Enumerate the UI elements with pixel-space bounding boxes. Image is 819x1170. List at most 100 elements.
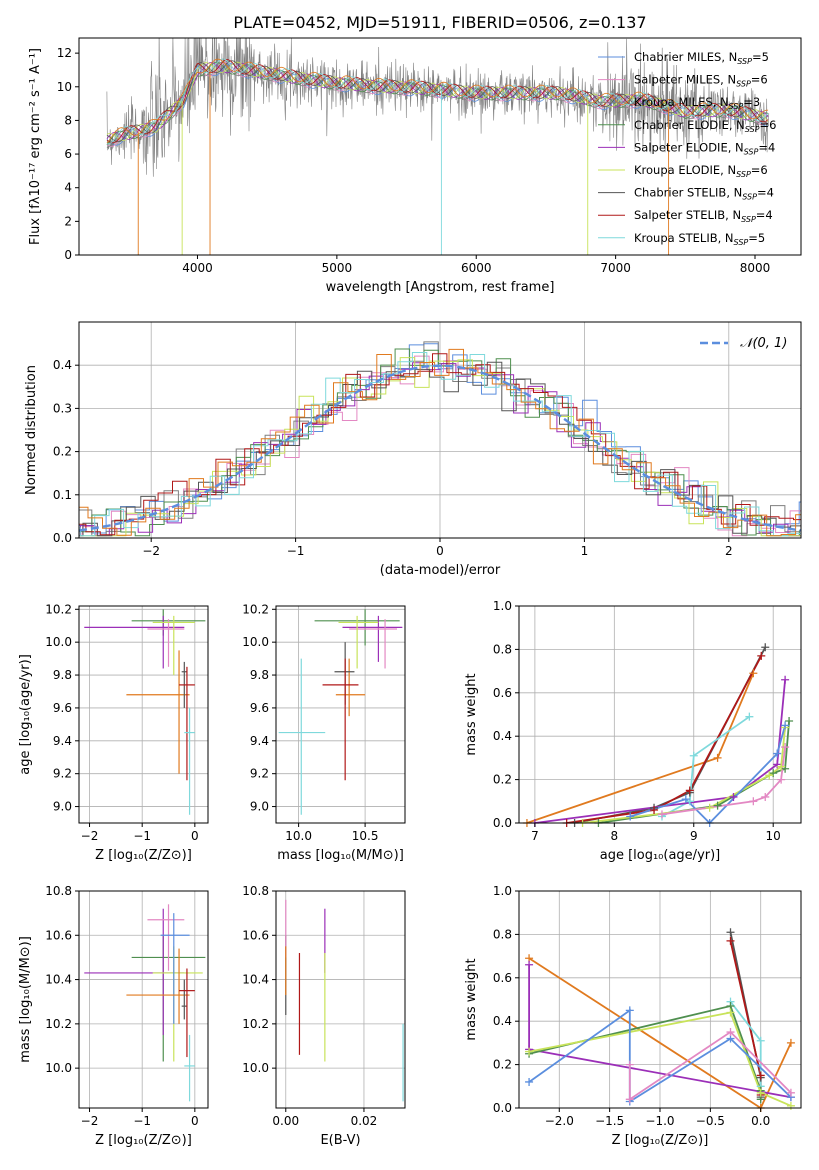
- weight-point: [625, 1006, 634, 1015]
- plot-area: [79, 341, 801, 537]
- plot-area: [84, 904, 206, 1102]
- residual-histogram: [79, 348, 801, 537]
- y-tick-label: 0.0: [493, 1101, 512, 1115]
- y-tick-label: 0.4: [493, 1014, 512, 1028]
- weight-series-line: [629, 725, 786, 823]
- y-tick-label: 10.4: [242, 973, 269, 987]
- legend-entry: Salpeter ELODIE, NSSP=4: [634, 140, 775, 156]
- weight-series-line: [534, 679, 786, 823]
- x-tick-label: 5000: [322, 261, 353, 275]
- model-spectrum-line: [106, 61, 769, 148]
- weight-point: [726, 936, 735, 945]
- y-tick-label: 0.0: [53, 531, 72, 545]
- residual-histogram: [79, 348, 801, 537]
- x-tick-label: −1: [287, 544, 305, 558]
- x-tick-label: 8000: [740, 261, 771, 275]
- y-tick-label: 9.6: [250, 701, 269, 715]
- y-tick-label: 0.2: [53, 445, 72, 459]
- weight-point: [681, 795, 690, 804]
- y-axis-label: mass weight: [464, 958, 479, 1040]
- x-tick-label: −1: [133, 829, 151, 843]
- y-tick-label: 4: [64, 181, 72, 195]
- weight-point: [689, 751, 698, 760]
- weight-point: [761, 792, 770, 801]
- weight-point: [726, 1008, 735, 1017]
- weight-point: [786, 1101, 795, 1110]
- x-tick-label: −2.0: [545, 1114, 574, 1128]
- y-tick-label: 0.3: [53, 401, 72, 415]
- weight-point: [525, 1077, 534, 1086]
- residual-histogram: [79, 361, 801, 537]
- y-tick-label: 9.6: [53, 701, 72, 715]
- axes-frame: [275, 890, 406, 1109]
- y-tick-label: 0.4: [53, 358, 72, 372]
- weight-point: [777, 762, 786, 771]
- x-tick-label: 8: [611, 829, 619, 843]
- x-axis-label: Z [log₁₀(Z/Z⊙)]: [95, 1133, 192, 1148]
- x-tick-label: −1.5: [595, 1114, 624, 1128]
- y-tick-label: 9.2: [53, 767, 72, 781]
- gaussian-curve: [79, 364, 801, 532]
- y-tick-label: 9.4: [250, 734, 269, 748]
- y-tick-label: 12: [57, 46, 72, 60]
- weight-point: [749, 669, 758, 678]
- x-tick-label: 1: [581, 544, 589, 558]
- y-tick-label: 9.8: [250, 668, 269, 682]
- x-tick-label: 7: [531, 829, 539, 843]
- x-tick-label: −2: [81, 1114, 99, 1128]
- plot-area: [278, 609, 403, 815]
- legend-entry: Chabrier STELIB, NSSP=4: [634, 186, 774, 202]
- weight-point: [773, 749, 782, 758]
- x-axis-label: wavelength [Angstrom, rest frame]: [326, 280, 555, 295]
- model-spectrum-line: [106, 59, 769, 144]
- y-tick-label: 0.1: [53, 488, 72, 502]
- x-tick-label: 4000: [182, 261, 213, 275]
- x-tick-label: 10: [766, 829, 781, 843]
- x-tick-label: 9: [690, 829, 698, 843]
- weight-point: [786, 1038, 795, 1047]
- weight-point: [781, 721, 790, 730]
- weight-point: [749, 797, 758, 806]
- y-tick-label: 10.0: [45, 1061, 72, 1075]
- y-axis-label: Flux [fλ10⁻¹⁷ erg cm⁻² s⁻¹ A⁻¹]: [28, 48, 43, 245]
- y-tick-label: 0.2: [493, 1058, 512, 1072]
- x-axis-label: Z [log₁₀(Z/Z⊙)]: [95, 848, 192, 863]
- model-spectrum-line: [106, 62, 769, 140]
- x-tick-label: −2: [81, 829, 99, 843]
- weight-series-line: [526, 672, 755, 823]
- y-tick-label: 10.8: [45, 884, 72, 898]
- weight-series-line: [566, 655, 763, 823]
- weight-point: [756, 1036, 765, 1045]
- legend-entry: Kroupa ELODIE, NSSP=6: [634, 163, 768, 179]
- x-tick-label: 10.5: [352, 829, 379, 843]
- y-tick-label: 10.2: [45, 602, 72, 616]
- weight-point: [657, 810, 666, 819]
- plot-area: [285, 899, 404, 1102]
- legend-entry: Salpeter MILES, NSSP=6: [634, 73, 768, 89]
- legend-entry: Chabrier MILES, NSSP=5: [634, 50, 769, 66]
- weight-point: [781, 675, 790, 684]
- x-tick-label: −1: [133, 1114, 151, 1128]
- x-tick-label: −2: [142, 544, 160, 558]
- plot-area: [84, 609, 206, 815]
- x-tick-label: 2: [725, 544, 733, 558]
- age-vs-mass-panel: 10.0 10.5 9.0 9.2 9.4 9.6 9.8 10.0 10.2 mass [log…: [242, 602, 406, 863]
- weight-point: [745, 712, 754, 721]
- weight-point: [525, 1047, 534, 1056]
- weight-point: [705, 803, 714, 812]
- y-tick-label: 10.6: [45, 928, 72, 942]
- legend-entry: 𝒩(0, 1): [740, 336, 787, 351]
- spectrum-panel: 4000 5000 6000 7000 8000 0 2 4 6 8 10 12 wavelength …: [28, 13, 802, 295]
- mass-vs-ebv-panel: 0.00 0.02 10.0 10.2 10.4 10.6 10.8 E(B-V): [242, 884, 406, 1148]
- y-tick-label: 0.2: [493, 773, 512, 787]
- weight-point: [625, 1060, 634, 1069]
- weight-point: [685, 786, 694, 795]
- x-tick-label: 6000: [461, 261, 492, 275]
- x-tick-label: −1.0: [645, 1114, 674, 1128]
- age-vs-metallicity-panel: −2 −1 0 9.0 9.2 9.4 9.6 9.8 10.0 10.2 Z [log₁₀(Z/Z…: [18, 602, 209, 863]
- y-tick-label: 9.4: [53, 734, 72, 748]
- plot-area: [526, 646, 790, 823]
- model-spectrum-line: [106, 58, 769, 144]
- y-tick-label: 0: [64, 248, 72, 262]
